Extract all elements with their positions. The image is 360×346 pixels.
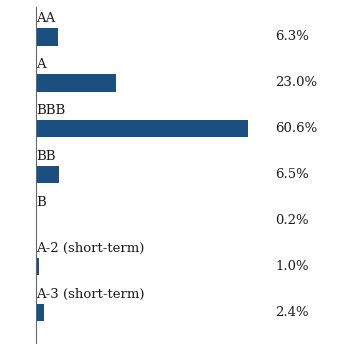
Text: BB: BB (36, 150, 55, 163)
Text: 6.5%: 6.5% (275, 168, 309, 181)
Text: A: A (36, 58, 46, 71)
Text: B: B (36, 196, 46, 209)
Bar (36, 258, 40, 275)
Bar (36, 28, 58, 46)
Text: BBB: BBB (36, 104, 65, 117)
Text: 0.2%: 0.2% (275, 214, 309, 227)
Text: 60.6%: 60.6% (275, 122, 318, 135)
Bar (36, 212, 37, 229)
Bar (36, 304, 44, 321)
Text: 23.0%: 23.0% (275, 76, 318, 89)
Text: AA: AA (36, 12, 55, 25)
Text: A-3 (short-term): A-3 (short-term) (36, 288, 144, 301)
Text: 1.0%: 1.0% (275, 260, 309, 273)
Bar (36, 166, 59, 183)
Bar (36, 74, 116, 91)
Text: A-2 (short-term): A-2 (short-term) (36, 242, 144, 255)
Text: 2.4%: 2.4% (275, 306, 309, 319)
Text: 6.3%: 6.3% (275, 30, 309, 43)
Bar (36, 120, 248, 137)
